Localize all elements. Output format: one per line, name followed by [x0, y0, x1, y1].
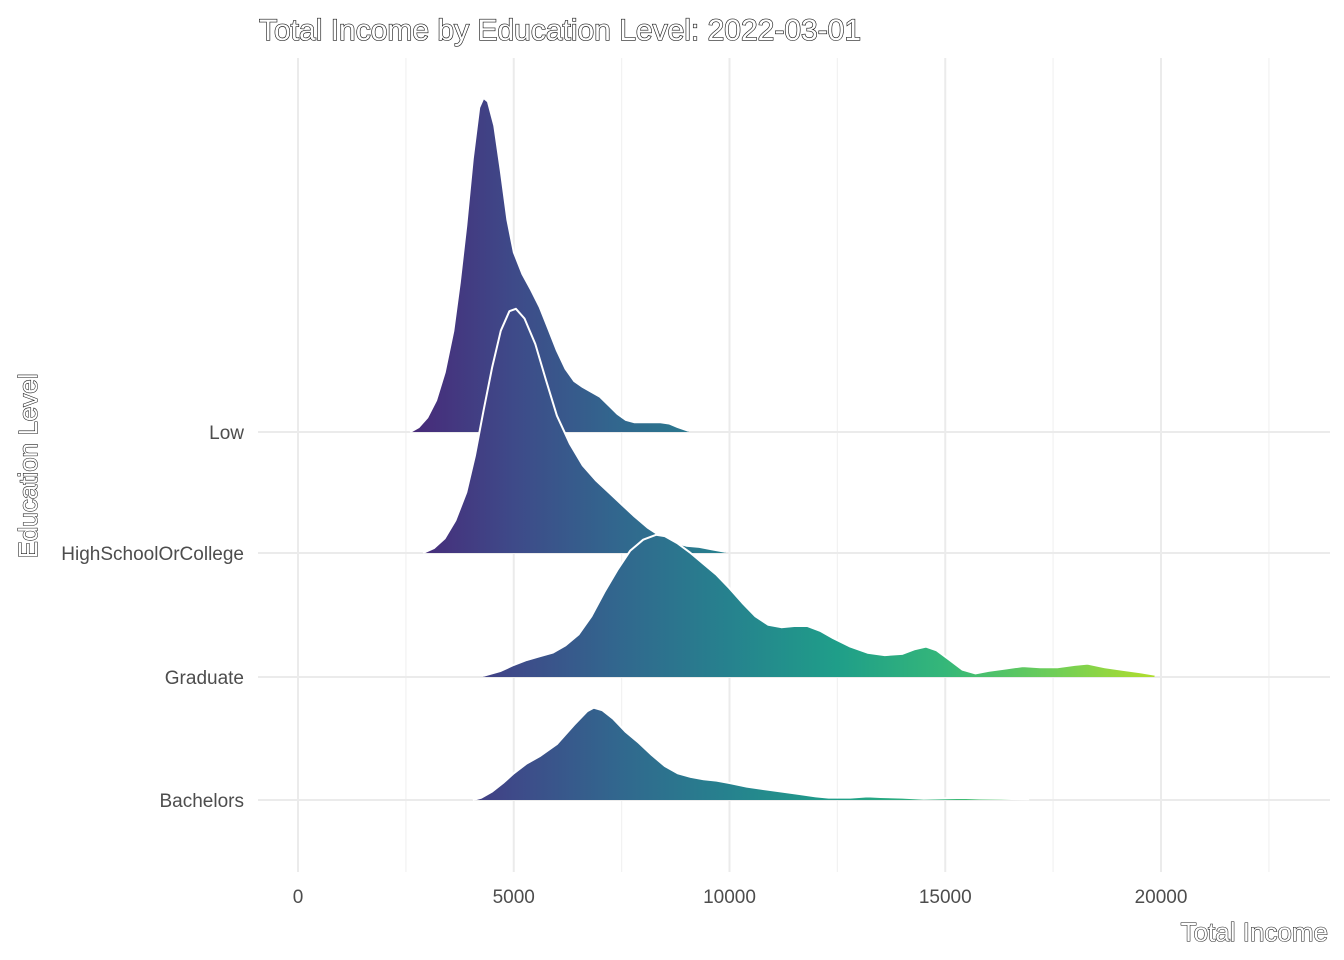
ridges-layer: [409, 96, 1155, 801]
ridge-outline-bachelors: [472, 706, 1030, 801]
ridge-area-graduate: [483, 534, 1155, 677]
ridge-area-bachelors: [472, 707, 1030, 800]
grid-lines: [258, 58, 1330, 872]
ridge-area-highschoolorcollege: [423, 308, 726, 553]
x-tick-label: 15000: [919, 887, 972, 908]
y-axis-tick-labels: Bachelors Graduate HighSchoolOrCollege Low: [61, 423, 244, 812]
x-tick-label: 10000: [703, 887, 756, 908]
x-tick-label: 20000: [1135, 887, 1188, 908]
ridge-outline-graduate: [483, 533, 1155, 677]
y-axis-title: Education Level: [13, 373, 43, 558]
y-tick-label: HighSchoolOrCollege: [61, 544, 244, 565]
y-tick-label: Low: [209, 423, 244, 444]
y-tick-label: Graduate: [165, 668, 244, 689]
y-tick-label: Bachelors: [160, 791, 245, 812]
ridge-area-low: [410, 97, 689, 433]
chart-title: Total Income by Education Level: 2022-03…: [259, 14, 861, 47]
x-tick-label: 5000: [493, 887, 535, 908]
x-axis-tick-labels: 0 5000 10000 15000 20000: [293, 887, 1188, 908]
ridge-outline-low: [409, 96, 689, 433]
x-axis-title: Total Income: [1181, 917, 1328, 947]
x-tick-label: 0: [293, 887, 304, 908]
